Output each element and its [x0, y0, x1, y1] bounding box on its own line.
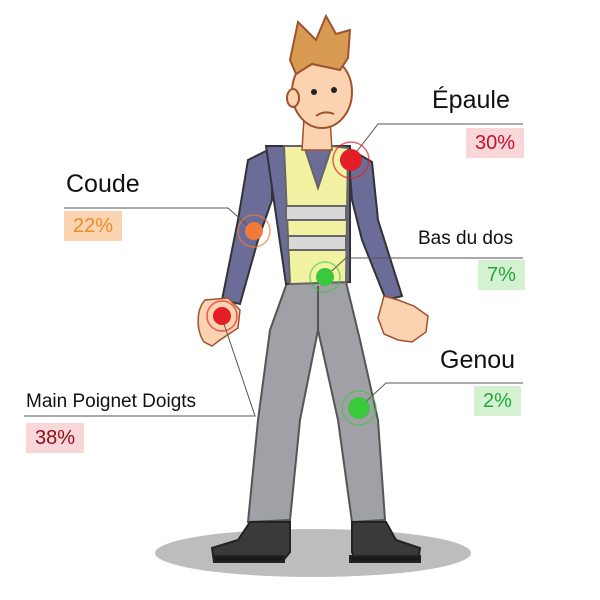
- label-genou: Genou: [440, 346, 516, 374]
- leader-epaule: [350, 123, 523, 160]
- marker-bas-du-dos: [309, 261, 341, 293]
- head: [286, 13, 353, 129]
- leader-bas-du-dos: [324, 257, 523, 278]
- marker-coude: [237, 214, 271, 248]
- leader-lines: [24, 123, 523, 417]
- percent-main: 38%: [26, 423, 85, 453]
- percent-bas-du-dos: 7%: [478, 260, 525, 290]
- leader-coude: [64, 207, 255, 232]
- percent-coude: 22%: [64, 211, 123, 241]
- leader-main: [24, 317, 256, 417]
- label-bas-du-dos: Bas du dos: [418, 228, 514, 249]
- marker-epaule: [332, 141, 370, 179]
- marker-genou: [341, 390, 377, 426]
- label-coude: Coude: [66, 170, 140, 198]
- marker-main: [206, 300, 238, 332]
- safety-vest: [282, 144, 350, 286]
- trousers: [246, 276, 387, 524]
- leader-genou: [358, 382, 523, 409]
- shoes: [210, 521, 422, 563]
- percent-genou: 2%: [474, 386, 521, 416]
- ground-shadow: [155, 529, 471, 577]
- right-arm: [346, 146, 404, 302]
- label-main: Main Poignet Doigts: [26, 391, 197, 412]
- percent-epaule: 30%: [466, 128, 525, 158]
- label-epaule: Épaule: [432, 86, 510, 114]
